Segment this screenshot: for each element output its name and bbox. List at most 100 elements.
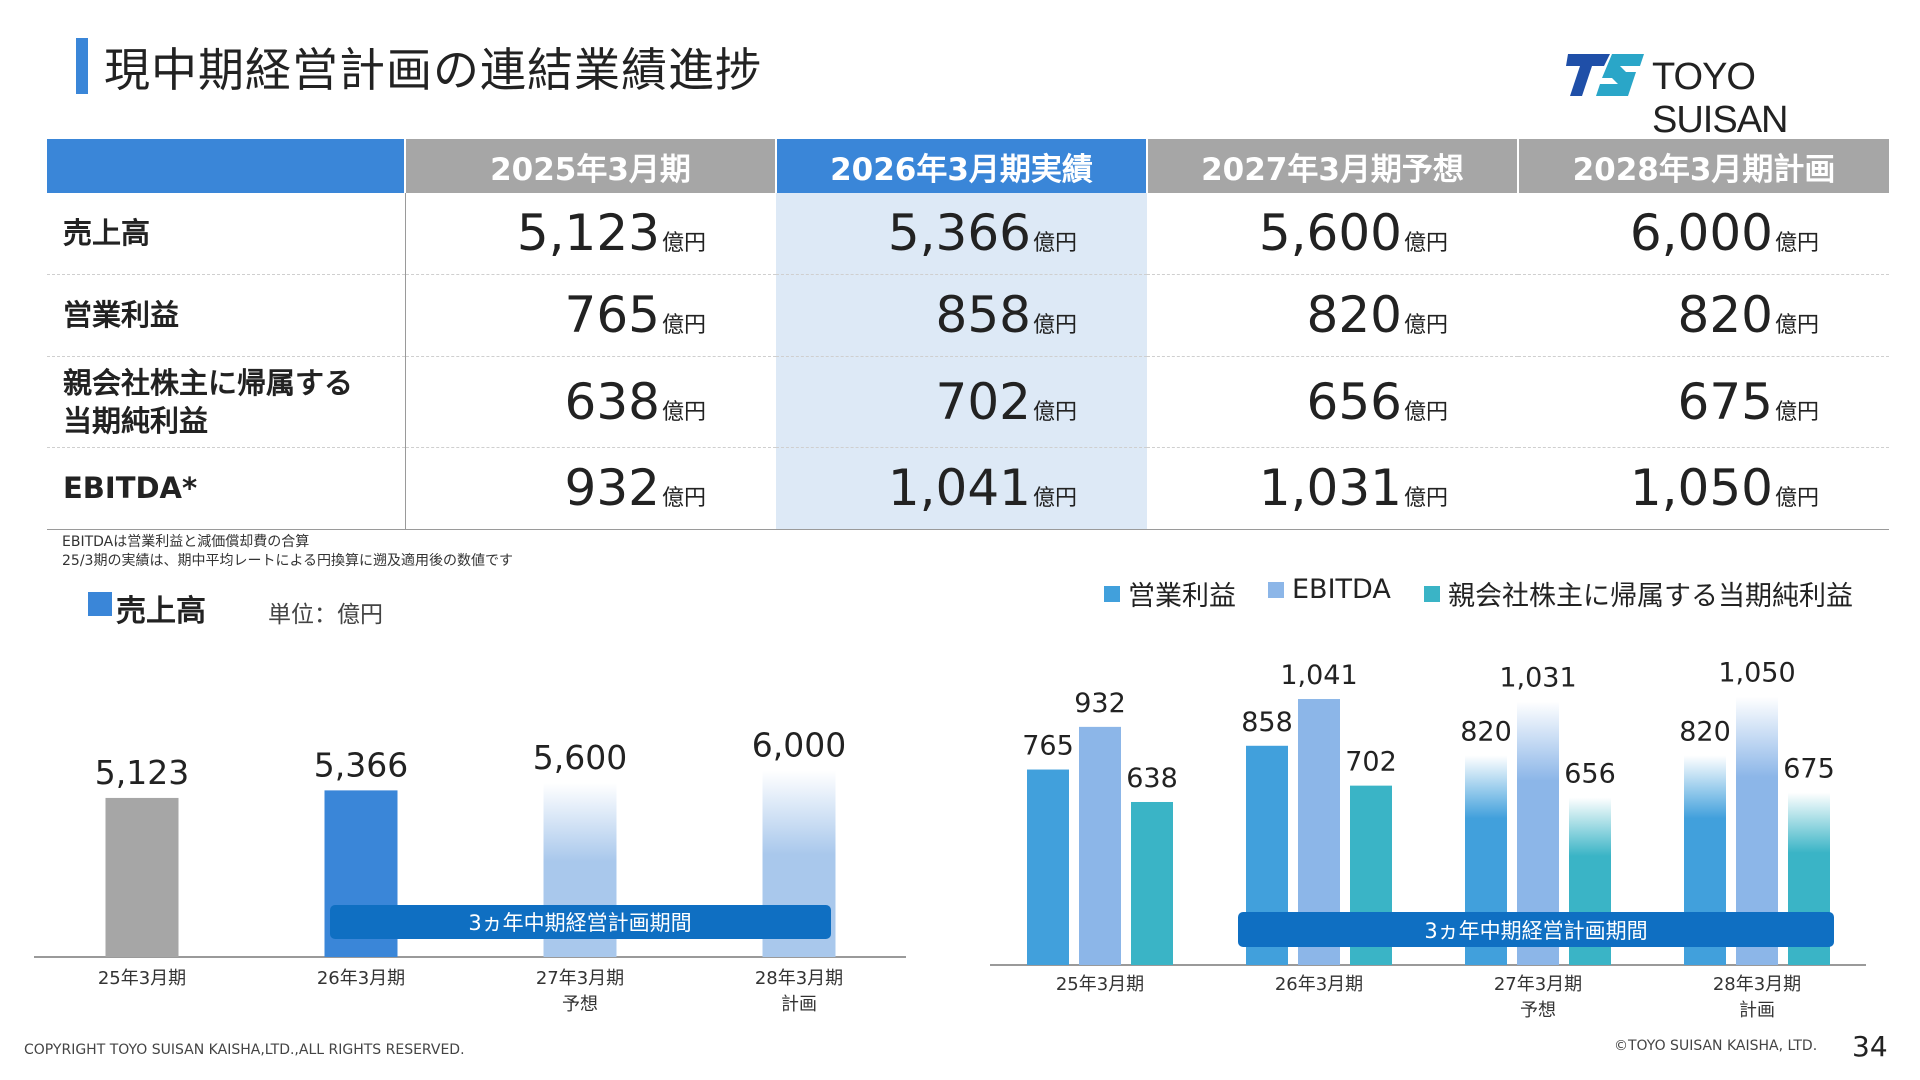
category-label: 計画 (1739, 1000, 1775, 1021)
cell-value: 6,000 (1629, 204, 1773, 263)
category-label: 計画 (781, 994, 817, 1015)
cell-unit: 億円 (661, 313, 706, 338)
table-cell: 675億円 (1518, 356, 1889, 448)
sales-bar (105, 797, 179, 957)
cell-unit: 億円 (1774, 399, 1819, 425)
cell-unit: 億円 (661, 486, 706, 511)
data-label: 1,050 (1718, 658, 1795, 689)
cell-value: 675 (1677, 372, 1773, 431)
category-label: 25年3月期 (98, 968, 186, 989)
cell-value: 765 (564, 286, 660, 344)
table-cell: 1,050億円 (1518, 447, 1889, 530)
table-cell: 656億円 (1147, 356, 1518, 448)
table-cell: 1,041億円 (776, 447, 1147, 530)
sales-chart-title: 売上高 (116, 594, 206, 629)
row-label: 親会社株主に帰属する当期純利益 (47, 356, 406, 448)
legend-item: 営業利益 (1104, 574, 1236, 613)
data-label: 6,000 (752, 726, 846, 765)
data-label: 1,041 (1280, 660, 1357, 691)
cell-unit: 億円 (661, 399, 706, 425)
table-cell: 638億円 (405, 356, 776, 448)
category-label: 27年3月期 (1494, 974, 1582, 995)
cell-value: 638 (564, 372, 660, 431)
table-row: 売上高 5,123億円 5,366億円 5,600億円 6,000億円 (47, 193, 1889, 275)
cell-value: 5,366 (887, 204, 1031, 263)
data-label: 656 (1564, 758, 1616, 789)
note-line: 25/3期の実績は、期中平均レートによる円換算に遡及適用後の数値です (62, 553, 514, 569)
cell-value: 5,600 (1258, 204, 1402, 263)
table-row: EBITDA* 932億円 1,041億円 1,031億円 1,050億円 (47, 447, 1889, 530)
company-logo: TOYO SUISAN (1566, 50, 1876, 141)
category-label: 28年3月期 (755, 968, 843, 989)
table-cell: 858億円 (776, 274, 1147, 357)
table-cell: 5,600億円 (1147, 193, 1518, 275)
table-cell: 1,031億円 (1147, 447, 1518, 530)
table-row: 営業利益 765億円 858億円 820億円 820億円 (47, 274, 1889, 357)
cell-unit: 億円 (1032, 486, 1077, 511)
table-header: 2028年3月期計画 (1518, 139, 1889, 193)
legend-swatch (1268, 581, 1284, 598)
cell-value: 932 (564, 459, 660, 517)
table-cell: 820億円 (1518, 274, 1889, 357)
category-label: 予想 (1520, 1000, 1556, 1021)
table-cell: 765億円 (405, 274, 776, 357)
note-line: EBITDAは営業利益と減価償却費の合算 (62, 534, 310, 550)
data-label: 702 (1345, 747, 1397, 778)
cell-value: 858 (935, 286, 1031, 344)
cell-value: 656 (1306, 372, 1402, 431)
data-label: 5,123 (95, 753, 189, 792)
cell-value: 1,031 (1258, 459, 1402, 517)
cell-unit: 億円 (1774, 231, 1819, 257)
cell-unit: 億円 (1032, 399, 1077, 425)
table-cell: 820億円 (1147, 274, 1518, 357)
logo-mark-icon (1566, 54, 1644, 96)
table-header: 2027年3月期予想 (1147, 139, 1519, 193)
data-label: 932 (1074, 688, 1126, 719)
title-accent-bar (76, 38, 88, 94)
company-footer: ©TOYO SUISAN KAISHA, LTD. (1614, 1038, 1818, 1054)
cell-unit: 億円 (1774, 486, 1819, 511)
category-label: 25年3月期 (1056, 974, 1144, 995)
plan-period-bar (1238, 912, 1834, 947)
page-number: 34 (1852, 1030, 1888, 1063)
category-label: 27年3月期 (536, 968, 624, 989)
table-cell: 932億円 (405, 447, 776, 530)
legend-label: 営業利益 (1128, 581, 1236, 612)
cell-value: 1,050 (1629, 459, 1773, 517)
data-label: 675 (1783, 754, 1835, 785)
data-label: 858 (1241, 707, 1293, 738)
data-label: 5,600 (533, 738, 627, 777)
category-label: 予想 (562, 994, 598, 1015)
ebitda-bar (1079, 726, 1121, 965)
table-cell: 6,000億円 (1518, 193, 1889, 275)
cell-unit: 億円 (1403, 399, 1448, 425)
data-label: 820 (1679, 716, 1731, 747)
cell-unit: 億円 (1032, 313, 1077, 338)
table-header-corner (47, 139, 406, 193)
table-notes: EBITDAは営業利益と減価償却費の合算 25/3期の実績は、期中平均レートによ… (62, 533, 513, 571)
table-cell: 702億円 (776, 356, 1147, 448)
cell-value: 820 (1306, 286, 1402, 344)
plan-period-bar (330, 905, 831, 939)
cell-unit: 億円 (1403, 231, 1448, 257)
data-label: 638 (1126, 763, 1178, 794)
row-label: 売上高 (47, 193, 406, 275)
cell-unit: 億円 (1403, 486, 1448, 511)
logo-text: TOYO SUISAN (1652, 56, 1788, 141)
legend-swatch (1424, 585, 1440, 602)
cell-value: 702 (935, 372, 1031, 431)
cell-value: 820 (1677, 286, 1773, 344)
row-label: 営業利益 (47, 274, 406, 357)
table-header: 2025年3月期 (405, 139, 777, 193)
table-header: 2026年3月期実績 (776, 139, 1148, 193)
table-cell: 5,123億円 (405, 193, 776, 275)
table-row: 親会社株主に帰属する当期純利益 638億円 702億円 656億円 675億円 (47, 356, 1889, 448)
legend-swatch (1104, 585, 1120, 602)
plan-period-band: 3ヵ年中期経営計画期間 (330, 905, 831, 939)
cell-unit: 億円 (1403, 313, 1448, 338)
category-label: 26年3月期 (317, 968, 405, 989)
legend-label: 親会社株主に帰属する当期純利益 (1448, 581, 1853, 612)
page-title: 現中期経営計画の連結業績進捗 (104, 43, 762, 97)
